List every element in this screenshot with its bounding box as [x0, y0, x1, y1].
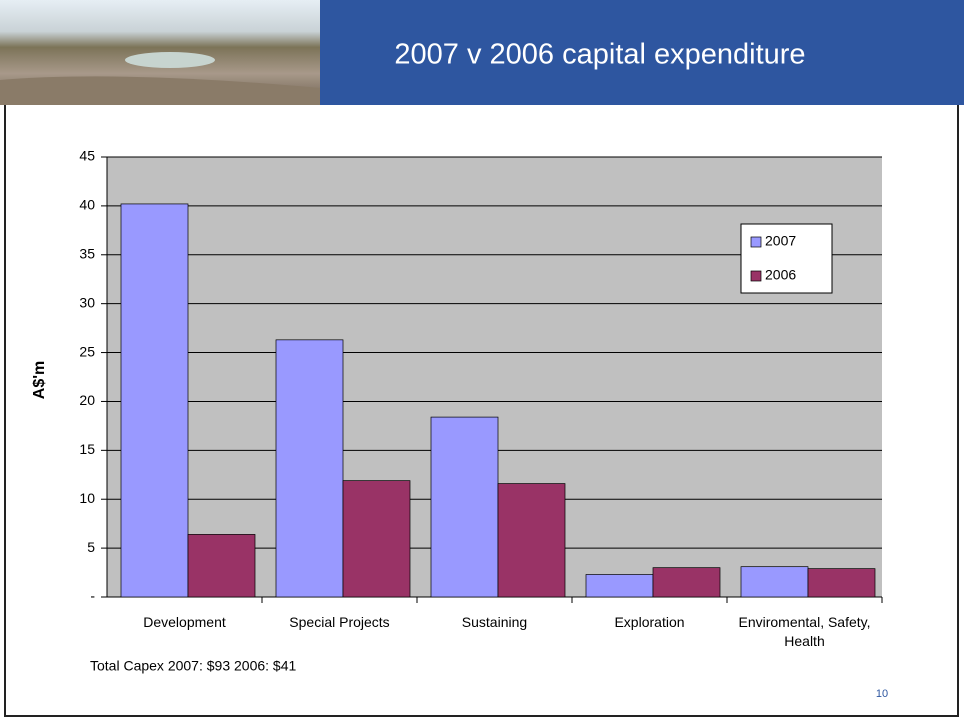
header-bar: [320, 0, 964, 105]
y-axis-label: A$'m: [31, 361, 48, 399]
y-tick-label: 10: [79, 490, 95, 506]
bar: [497, 483, 566, 598]
y-tick-label: 20: [79, 392, 95, 408]
bar: [120, 203, 189, 598]
bar: [342, 480, 411, 598]
bar: [187, 534, 256, 598]
photo-lake: [125, 52, 215, 68]
footnote: Total Capex 2007: $93 2006: $41: [90, 658, 296, 674]
y-tick-label: 15: [79, 441, 95, 457]
bar: [430, 416, 499, 598]
x-tick-label: Exploration: [614, 614, 685, 630]
bar: [652, 567, 721, 598]
y-tick-label: 25: [79, 343, 95, 359]
y-tick-label: 5: [87, 539, 95, 555]
page-number: 10: [876, 688, 888, 700]
y-tick-label: -: [90, 588, 95, 604]
legend-swatch: [750, 270, 762, 282]
y-tick-label: 40: [79, 197, 95, 213]
bar: [740, 566, 809, 598]
y-tick-label: 30: [79, 294, 95, 310]
legend-swatch: [750, 236, 762, 248]
bar: [585, 574, 654, 598]
photo-ground: [0, 76, 320, 105]
x-tick-label: Development: [143, 614, 226, 630]
x-tick-label: Enviromental, Safety, Health: [738, 614, 871, 649]
y-tick-label: 45: [79, 148, 95, 164]
bar: [807, 568, 876, 598]
bar: [275, 339, 344, 598]
legend-label: 2007: [765, 233, 796, 249]
legend-label: 2006: [765, 267, 796, 283]
legend-box: [740, 223, 833, 294]
x-tick-label: Special Projects: [289, 614, 390, 630]
slide-title: 2007 v 2006 capital expenditure: [394, 39, 805, 71]
x-tick-label: Sustaining: [461, 614, 528, 630]
y-tick-label: 35: [79, 245, 95, 261]
